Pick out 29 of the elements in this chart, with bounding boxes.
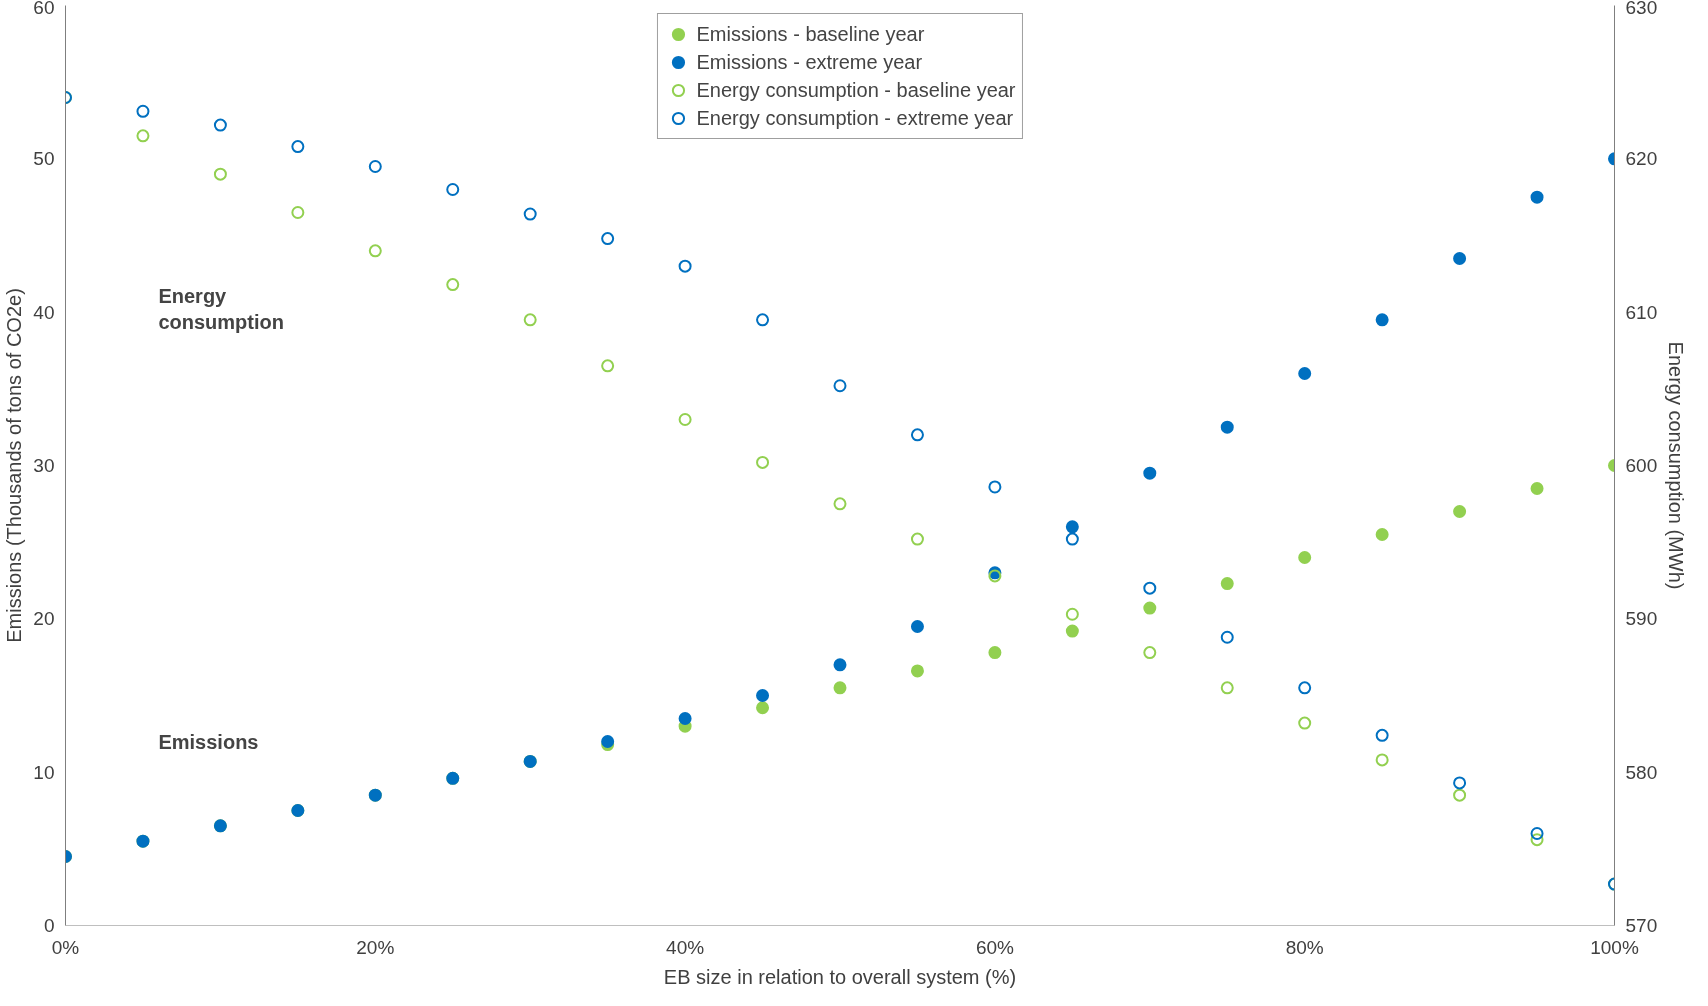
y-axis-title: Emissions (Thousands of tons of CO2e): [3, 288, 26, 643]
legend-label: Emissions - baseline year: [696, 22, 925, 46]
x-tick-label: 100%: [1590, 936, 1639, 958]
y2-tick-label: 610: [1625, 301, 1658, 323]
y2-tick-label: 590: [1625, 608, 1658, 630]
y-tick-label: 10: [33, 761, 55, 783]
y2-tick-label: 570: [1625, 915, 1658, 936]
legend-label: Emissions - extreme year: [696, 50, 923, 74]
y-tick-label: 20: [33, 608, 55, 630]
y2-tick-label: 620: [1625, 148, 1658, 170]
annotation: Emissions: [158, 730, 259, 753]
x-tick-label: 40%: [666, 936, 705, 958]
y-tick-label: 50: [33, 148, 55, 170]
y-tick-label: 0: [43, 915, 55, 936]
x-axis-title: EB size in relation to overall system (%): [663, 965, 1017, 988]
y2-tick-label: 630: [1625, 0, 1658, 18]
annotation: Energy consumption: [158, 284, 284, 334]
y-tick-label: 30: [33, 455, 55, 476]
y-tick-label: 40: [33, 301, 55, 323]
y2-tick-label: 600: [1625, 455, 1658, 476]
x-tick-label: 20%: [356, 936, 395, 958]
x-tick-label: 0%: [51, 936, 80, 958]
x-tick-label: 80%: [1285, 936, 1324, 958]
x-tick-label: 60%: [975, 936, 1015, 958]
y-tick-label: 60: [33, 0, 55, 18]
y2-axis-title: Energy consumption (MWh): [1665, 341, 1688, 590]
legend-label: Energy consumption - extreme year: [696, 106, 1014, 130]
y2-tick-label: 580: [1625, 761, 1658, 783]
legend-label: Energy consumption - baseline year: [696, 78, 1016, 102]
